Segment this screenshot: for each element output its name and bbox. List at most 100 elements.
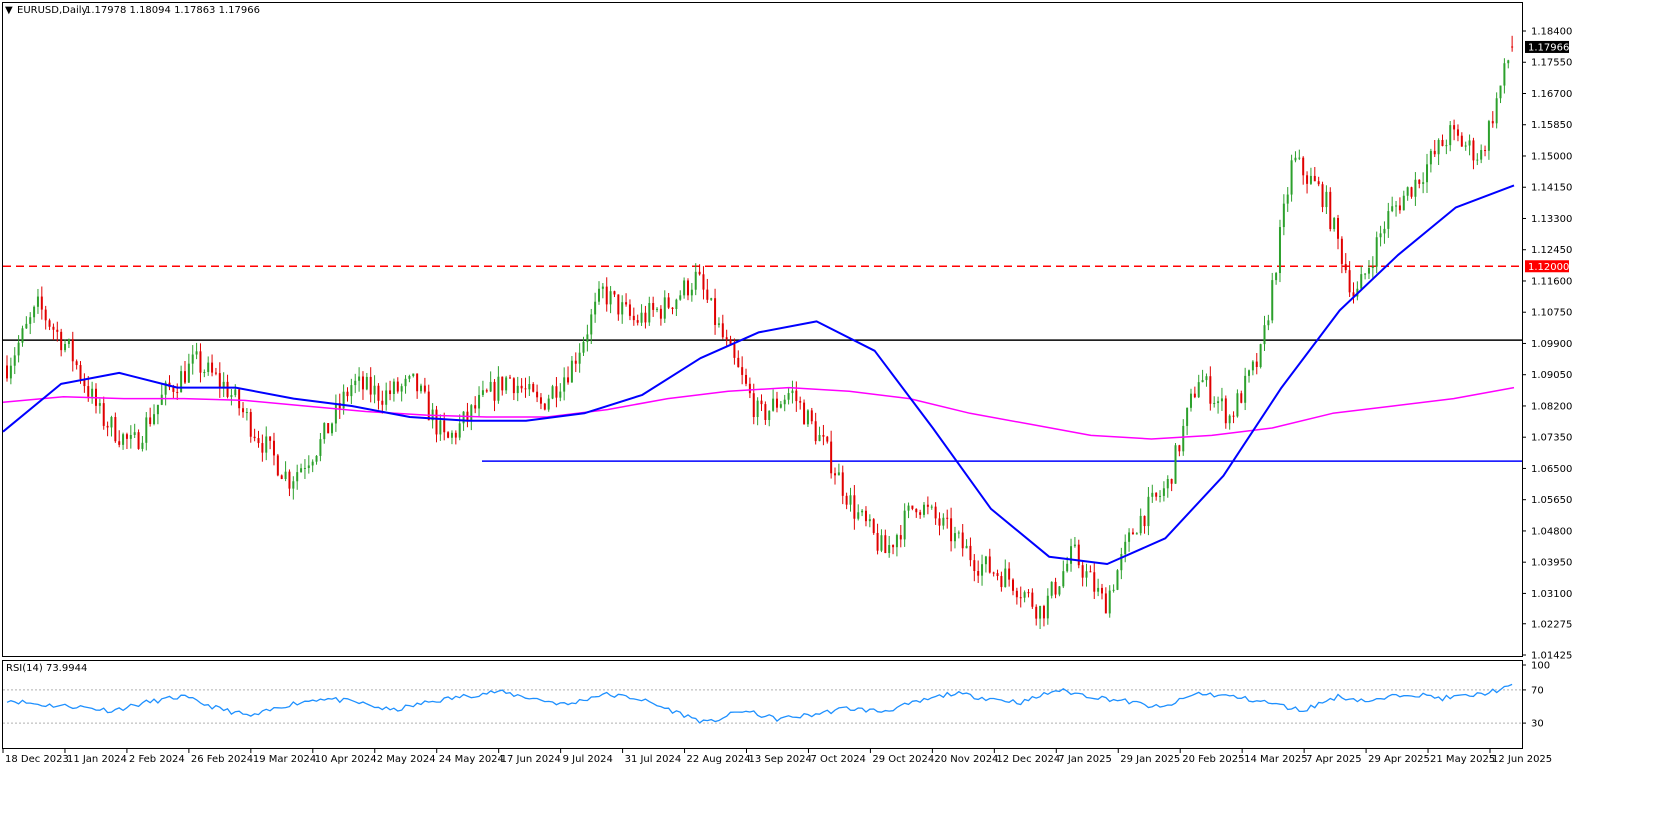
price-tick-label: 1.17550 <box>1531 58 1572 69</box>
candle-body <box>1027 592 1030 594</box>
candle-body <box>164 382 167 395</box>
candle-body <box>389 390 392 395</box>
candle-body <box>404 378 407 387</box>
candle-body <box>814 421 817 442</box>
candle-body <box>659 308 662 319</box>
candle-body <box>450 432 453 438</box>
candle-body <box>1271 280 1274 321</box>
candle-body <box>1437 139 1440 155</box>
candle-body <box>520 385 523 389</box>
candle-body <box>1495 98 1498 124</box>
candle-body <box>1429 150 1432 165</box>
candle-body <box>1487 121 1490 151</box>
candle-body <box>1151 492 1154 497</box>
candle-body <box>497 376 500 401</box>
time-tick-label: 2 May 2024 <box>377 754 436 765</box>
candle-body <box>187 363 190 383</box>
candle-body <box>714 298 717 325</box>
price-tick-label: 1.18400 <box>1531 27 1572 38</box>
candle-body <box>1364 273 1367 275</box>
candle-body <box>1406 187 1409 196</box>
candle-body <box>1197 382 1200 398</box>
candle-body <box>1480 150 1483 160</box>
time-tick-label: 29 Oct 2024 <box>872 754 934 765</box>
candle-body <box>953 533 956 542</box>
price-tick-label: 1.11600 <box>1531 276 1572 287</box>
candle-body <box>36 296 39 307</box>
candle-body <box>385 390 388 405</box>
candle-body <box>706 289 709 300</box>
candle-body <box>1093 572 1096 592</box>
candle-body <box>1449 125 1452 146</box>
collapse-arrow-icon[interactable]: ▼ <box>5 5 13 16</box>
time-tick-label: 24 May 2024 <box>439 754 504 765</box>
candle-body <box>969 545 972 561</box>
candle-body <box>83 379 86 387</box>
candle-body <box>226 381 229 397</box>
candle-body <box>137 432 140 449</box>
candle-body <box>1321 184 1324 208</box>
candle-body <box>1008 568 1011 580</box>
ohlc-values: 1.17978 1.18094 1.17863 1.17966 <box>85 5 260 16</box>
candle-body <box>222 381 225 387</box>
candle-body <box>1433 150 1436 155</box>
candle-body <box>439 420 442 435</box>
resistance-price-label: 1.12000 <box>1528 262 1569 273</box>
candle-body <box>1089 571 1092 573</box>
candle-body <box>1015 590 1018 598</box>
candle-body <box>512 378 515 394</box>
candle-body <box>528 384 531 390</box>
candle-body <box>872 519 875 533</box>
candle-body <box>1511 46 1514 48</box>
candle-body <box>524 388 527 390</box>
candle-body <box>1213 403 1216 405</box>
price-tick-label: 1.04800 <box>1531 526 1572 537</box>
candle-body <box>75 361 78 366</box>
time-tick-label: 20 Feb 2025 <box>1182 754 1244 765</box>
candle-body <box>1251 361 1254 371</box>
price-tick-label: 1.14150 <box>1531 183 1572 194</box>
candle-body <box>199 351 202 373</box>
ma-slow-line <box>2 386 1515 440</box>
candle-body <box>1100 587 1103 594</box>
candle-body <box>1340 238 1343 264</box>
candle-body <box>1387 211 1390 229</box>
candle-body <box>315 455 318 462</box>
candle-body <box>965 545 968 549</box>
candle-body <box>895 535 898 548</box>
price-tick-label: 1.15850 <box>1531 120 1572 131</box>
candle-body <box>942 517 945 526</box>
candle-body <box>1217 401 1220 404</box>
candle-body <box>408 376 411 379</box>
candle-body <box>857 512 860 519</box>
current-price-tag <box>1525 40 1569 53</box>
candle-body <box>1116 570 1119 590</box>
candle-body <box>207 362 210 372</box>
candle-body <box>795 390 798 402</box>
candle-body <box>245 412 248 414</box>
candle-body <box>1352 292 1355 297</box>
candle-body <box>791 390 794 394</box>
candle-body <box>1453 125 1456 130</box>
candle-body <box>1131 532 1134 535</box>
candle-body <box>25 323 28 329</box>
candle-body <box>234 389 237 396</box>
candle-body <box>729 339 732 345</box>
candle-body <box>532 384 535 392</box>
time-tick-label: 7 Oct 2024 <box>810 754 865 765</box>
candle-body <box>172 387 175 392</box>
candle-body <box>1120 554 1123 571</box>
candle-body <box>296 472 299 482</box>
candle-body <box>667 297 670 308</box>
candle-body <box>1224 398 1227 424</box>
candle-body <box>733 344 736 358</box>
candle-body <box>1000 576 1003 588</box>
candle-body <box>1395 205 1398 207</box>
candle-body <box>919 512 922 515</box>
candle-body <box>412 373 415 377</box>
candle-body <box>1073 544 1076 547</box>
candle-body <box>934 506 937 519</box>
candle-body <box>400 386 403 392</box>
candle-body <box>1290 160 1293 195</box>
candle-body <box>779 404 782 408</box>
